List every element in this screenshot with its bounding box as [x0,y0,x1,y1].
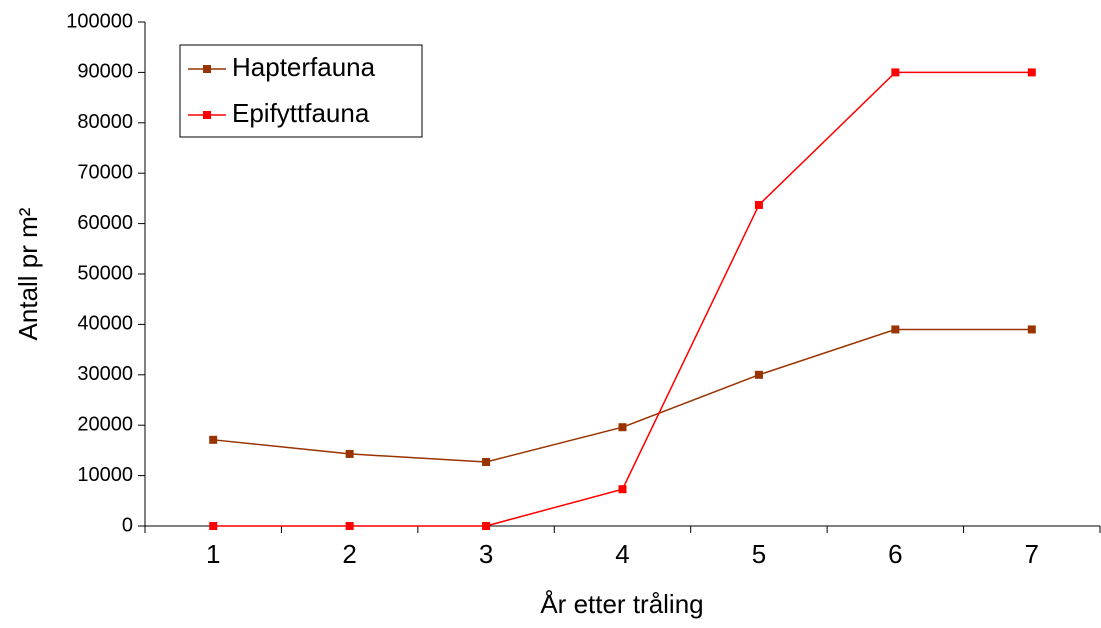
y-tick-label: 100000 [66,10,133,32]
x-axis-label: År etter tråling [540,589,703,619]
y-tick-label: 90000 [77,61,133,83]
marker [345,522,354,530]
x-tick-label: 7 [1025,539,1039,569]
x-tick-label: 3 [479,539,493,569]
marker [891,325,900,334]
marker [754,200,763,209]
y-tick-label: 10000 [77,464,133,486]
marker [209,435,218,444]
y-tick-label: 80000 [77,111,133,133]
legend-label: Epifyttfauna [232,98,370,128]
y-tick-label: 50000 [77,262,133,284]
marker [1027,68,1036,77]
marker [482,522,491,530]
marker [1027,325,1036,334]
x-tick-label: 1 [206,539,220,569]
marker [618,485,627,494]
legend-label: Hapterfauna [232,52,376,82]
y-tick-label: 20000 [77,413,133,435]
legend-marker [203,111,211,119]
marker [482,457,491,466]
y-tick-label: 60000 [77,212,133,234]
marker [209,522,218,530]
marker [754,370,763,379]
y-axis-label: Antall pr m² [13,207,43,340]
y-tick-label: 40000 [77,313,133,335]
legend-box [179,44,423,138]
series-line [213,71,1032,527]
y-tick-label: 70000 [77,161,133,183]
x-tick-label: 2 [342,539,356,569]
legend-marker [203,65,211,73]
marker [891,68,900,77]
y-tick-label: 0 [122,514,133,536]
series-line [213,328,1032,463]
x-tick-label: 4 [615,539,629,569]
marker [345,449,354,458]
y-tick-label: 30000 [77,363,133,385]
marker [618,423,627,432]
x-tick-label: 5 [752,539,766,569]
x-tick-label: 6 [888,539,902,569]
